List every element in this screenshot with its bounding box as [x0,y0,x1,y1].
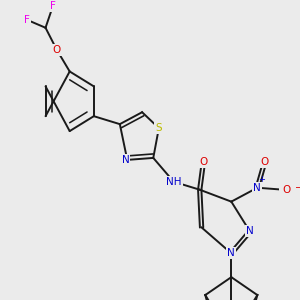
Text: +: + [259,175,266,184]
Text: NH: NH [166,177,182,187]
Text: N: N [246,226,254,236]
Text: O: O [199,157,208,167]
Text: N: N [254,183,261,193]
Text: N: N [227,248,235,258]
Text: −: − [295,183,300,193]
Text: F: F [50,1,56,11]
Text: S: S [155,123,162,133]
Text: O: O [282,185,290,195]
Text: N: N [122,155,129,165]
Text: O: O [52,45,61,55]
Text: F: F [24,15,30,25]
Text: O: O [261,157,269,167]
